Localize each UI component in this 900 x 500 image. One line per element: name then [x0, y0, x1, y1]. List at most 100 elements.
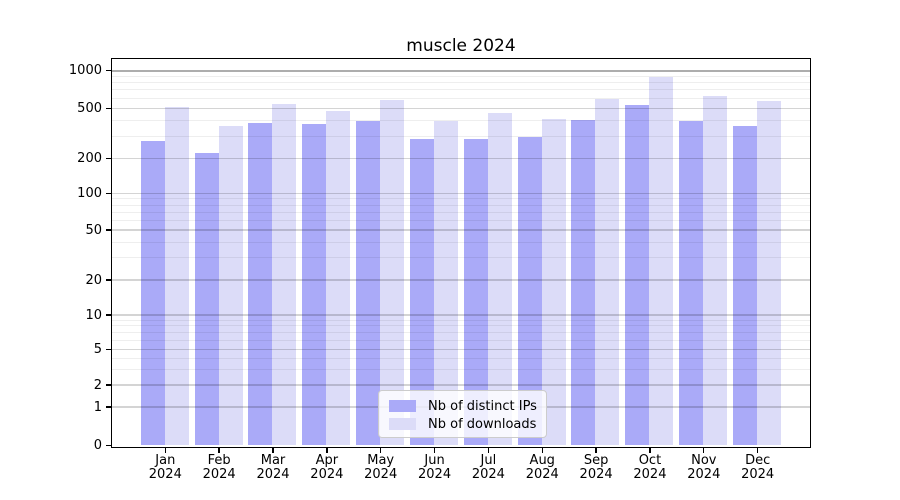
y-tick-label: 1 [93, 399, 102, 415]
x-tick-mark [164, 447, 166, 453]
month-label: Sep [583, 453, 609, 468]
bar-distinct-ips [625, 104, 650, 446]
year-label: 2024 [148, 466, 182, 482]
x-tick-mark [433, 447, 436, 453]
minor-gridline [112, 257, 810, 259]
bar-downloads [218, 126, 243, 446]
x-tick-label: Sep 2024 [569, 454, 623, 482]
x-tick-mark [380, 447, 382, 453]
x-tick-label: May 2024 [354, 454, 408, 482]
minor-gridline [112, 82, 810, 84]
x-tick-mark [272, 447, 274, 453]
month-label: Nov [691, 453, 717, 468]
year-label: 2024 [310, 466, 344, 482]
x-tick-mark [595, 447, 597, 453]
legend-swatch-downloads [389, 418, 416, 430]
y-tick-label: 1000 [68, 63, 102, 79]
x-tick-label: Feb 2024 [192, 454, 246, 482]
year-label: 2024 [687, 466, 721, 482]
x-tick-label: Dec 2024 [731, 454, 785, 482]
major-gridline [112, 192, 810, 194]
minor-gridline [112, 339, 810, 341]
bar-distinct-ips [356, 121, 381, 446]
month-label: Dec [745, 453, 771, 468]
y-tick-label: 5 [93, 342, 102, 357]
major-gridline [112, 314, 810, 316]
y-tick-label: 2 [93, 377, 102, 393]
month-label: Jun [424, 453, 445, 468]
x-tick-mark [218, 447, 220, 453]
minor-gridline [112, 198, 810, 200]
minor-gridline [112, 135, 810, 137]
legend: Nb of distinct IPs Nb of downloads [378, 390, 547, 438]
bar-downloads [380, 99, 405, 446]
minor-gridline [112, 97, 810, 99]
x-tick-label: Aug 2024 [515, 454, 569, 482]
x-tick-label: Nov 2024 [677, 454, 731, 482]
x-tick-label: Jul 2024 [461, 454, 515, 482]
year-label: 2024 [471, 466, 505, 482]
year-label: 2024 [202, 466, 236, 482]
year-label: 2024 [364, 466, 398, 482]
legend-swatch-distinct-ips [389, 400, 416, 412]
bar-downloads [595, 99, 620, 446]
y-tick-mark [106, 70, 112, 72]
y-tick-mark [106, 107, 112, 109]
major-gridline [112, 157, 810, 159]
bar-distinct-ips [733, 126, 758, 446]
bar-distinct-ips [194, 152, 219, 446]
legend-label: Nb of distinct IPs [428, 398, 537, 414]
y-tick-mark [106, 384, 112, 386]
year-label: 2024 [633, 466, 667, 482]
month-label: Jan [155, 453, 176, 468]
bar-distinct-ips [302, 123, 327, 446]
year-label: 2024 [579, 466, 613, 482]
minor-gridline [112, 325, 810, 327]
minor-gridline [112, 211, 810, 213]
bar-distinct-ips [679, 121, 704, 446]
y-tick-mark [106, 157, 112, 159]
month-label: Oct [638, 453, 662, 468]
month-label: Apr [315, 453, 339, 468]
plot-area [111, 58, 811, 448]
x-tick-label: Apr 2024 [300, 454, 354, 482]
x-tick-mark [487, 447, 490, 453]
x-tick-mark [649, 447, 651, 453]
x-tick-label: Oct 2024 [623, 454, 677, 482]
bar-downloads [164, 106, 189, 446]
y-tick-label: 10 [85, 307, 102, 323]
minor-gridline [112, 241, 810, 243]
major-gridline [112, 348, 810, 351]
y-tick-mark [106, 406, 112, 408]
minor-gridline [112, 368, 810, 370]
bar-distinct-ips [571, 120, 596, 446]
month-label: Aug [529, 453, 555, 468]
month-label: May [367, 453, 395, 468]
month-label: Feb [207, 453, 231, 468]
x-tick-mark [541, 447, 543, 453]
y-tick-mark [106, 314, 112, 316]
bar-downloads [272, 104, 297, 446]
major-gridline [112, 107, 810, 109]
minor-gridline [112, 75, 810, 77]
minor-gridline [112, 89, 810, 91]
minor-gridline [112, 219, 810, 221]
major-gridline [112, 70, 810, 72]
minor-gridline [112, 357, 810, 359]
year-label: 2024 [256, 466, 290, 482]
y-tick-label: 20 [85, 272, 102, 288]
y-tick-mark [106, 192, 112, 194]
bar-downloads [703, 96, 728, 446]
y-tick-mark [106, 348, 112, 351]
bar-downloads [326, 110, 351, 446]
bar-distinct-ips [248, 122, 273, 446]
y-tick-mark [106, 444, 112, 447]
month-label: Mar [260, 453, 286, 468]
y-tick-label: 200 [77, 150, 102, 166]
major-gridline [112, 279, 810, 281]
y-tick-mark [106, 229, 112, 231]
y-tick-label: 50 [85, 222, 102, 238]
year-label: 2024 [418, 466, 452, 482]
y-tick-label: 500 [77, 100, 102, 116]
minor-gridline [112, 319, 810, 321]
